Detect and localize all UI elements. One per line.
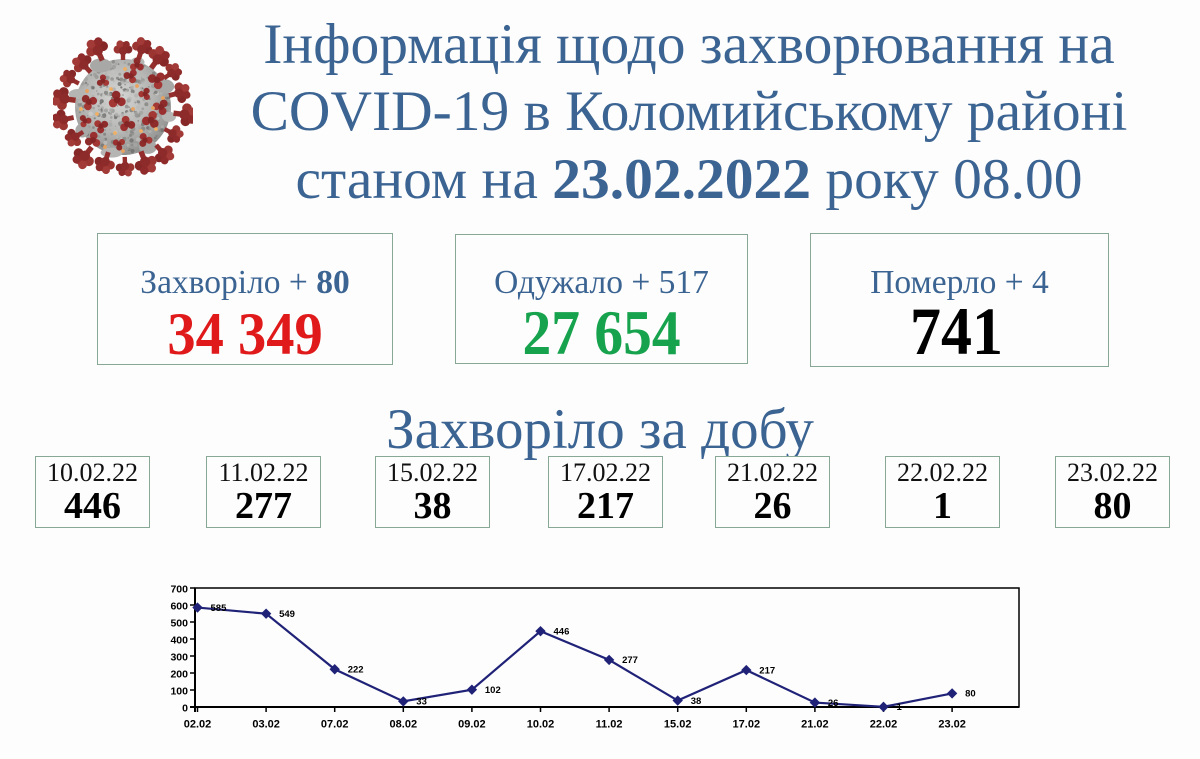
svg-text:26: 26 — [828, 698, 839, 709]
svg-text:33: 33 — [416, 697, 427, 708]
svg-text:0: 0 — [182, 702, 188, 714]
svg-text:1: 1 — [897, 702, 903, 713]
svg-text:07.02: 07.02 — [321, 719, 349, 731]
svg-text:200: 200 — [170, 668, 188, 680]
svg-text:15.02: 15.02 — [664, 719, 692, 731]
svg-text:600: 600 — [170, 600, 188, 612]
svg-text:549: 549 — [279, 609, 295, 620]
svg-text:09.02: 09.02 — [458, 719, 486, 731]
svg-text:102: 102 — [485, 685, 501, 696]
svg-text:23.02: 23.02 — [938, 719, 966, 731]
svg-text:38: 38 — [691, 696, 702, 707]
svg-text:80: 80 — [965, 689, 976, 700]
svg-text:17.02: 17.02 — [733, 719, 761, 731]
svg-text:400: 400 — [170, 634, 188, 646]
svg-text:11.02: 11.02 — [596, 719, 623, 731]
svg-text:700: 700 — [170, 583, 188, 595]
svg-text:21.02: 21.02 — [801, 719, 829, 731]
svg-text:277: 277 — [622, 655, 638, 666]
svg-text:100: 100 — [170, 685, 188, 697]
svg-text:222: 222 — [348, 665, 364, 676]
svg-text:08.02: 08.02 — [390, 719, 418, 731]
svg-text:03.02: 03.02 — [252, 719, 280, 731]
svg-text:10.02: 10.02 — [527, 719, 555, 731]
svg-text:446: 446 — [554, 626, 570, 637]
svg-text:02.02: 02.02 — [184, 719, 212, 731]
svg-text:500: 500 — [170, 617, 188, 629]
svg-text:22.02: 22.02 — [870, 719, 898, 731]
svg-text:217: 217 — [759, 665, 775, 676]
svg-text:300: 300 — [170, 651, 188, 663]
svg-text:585: 585 — [211, 603, 228, 614]
